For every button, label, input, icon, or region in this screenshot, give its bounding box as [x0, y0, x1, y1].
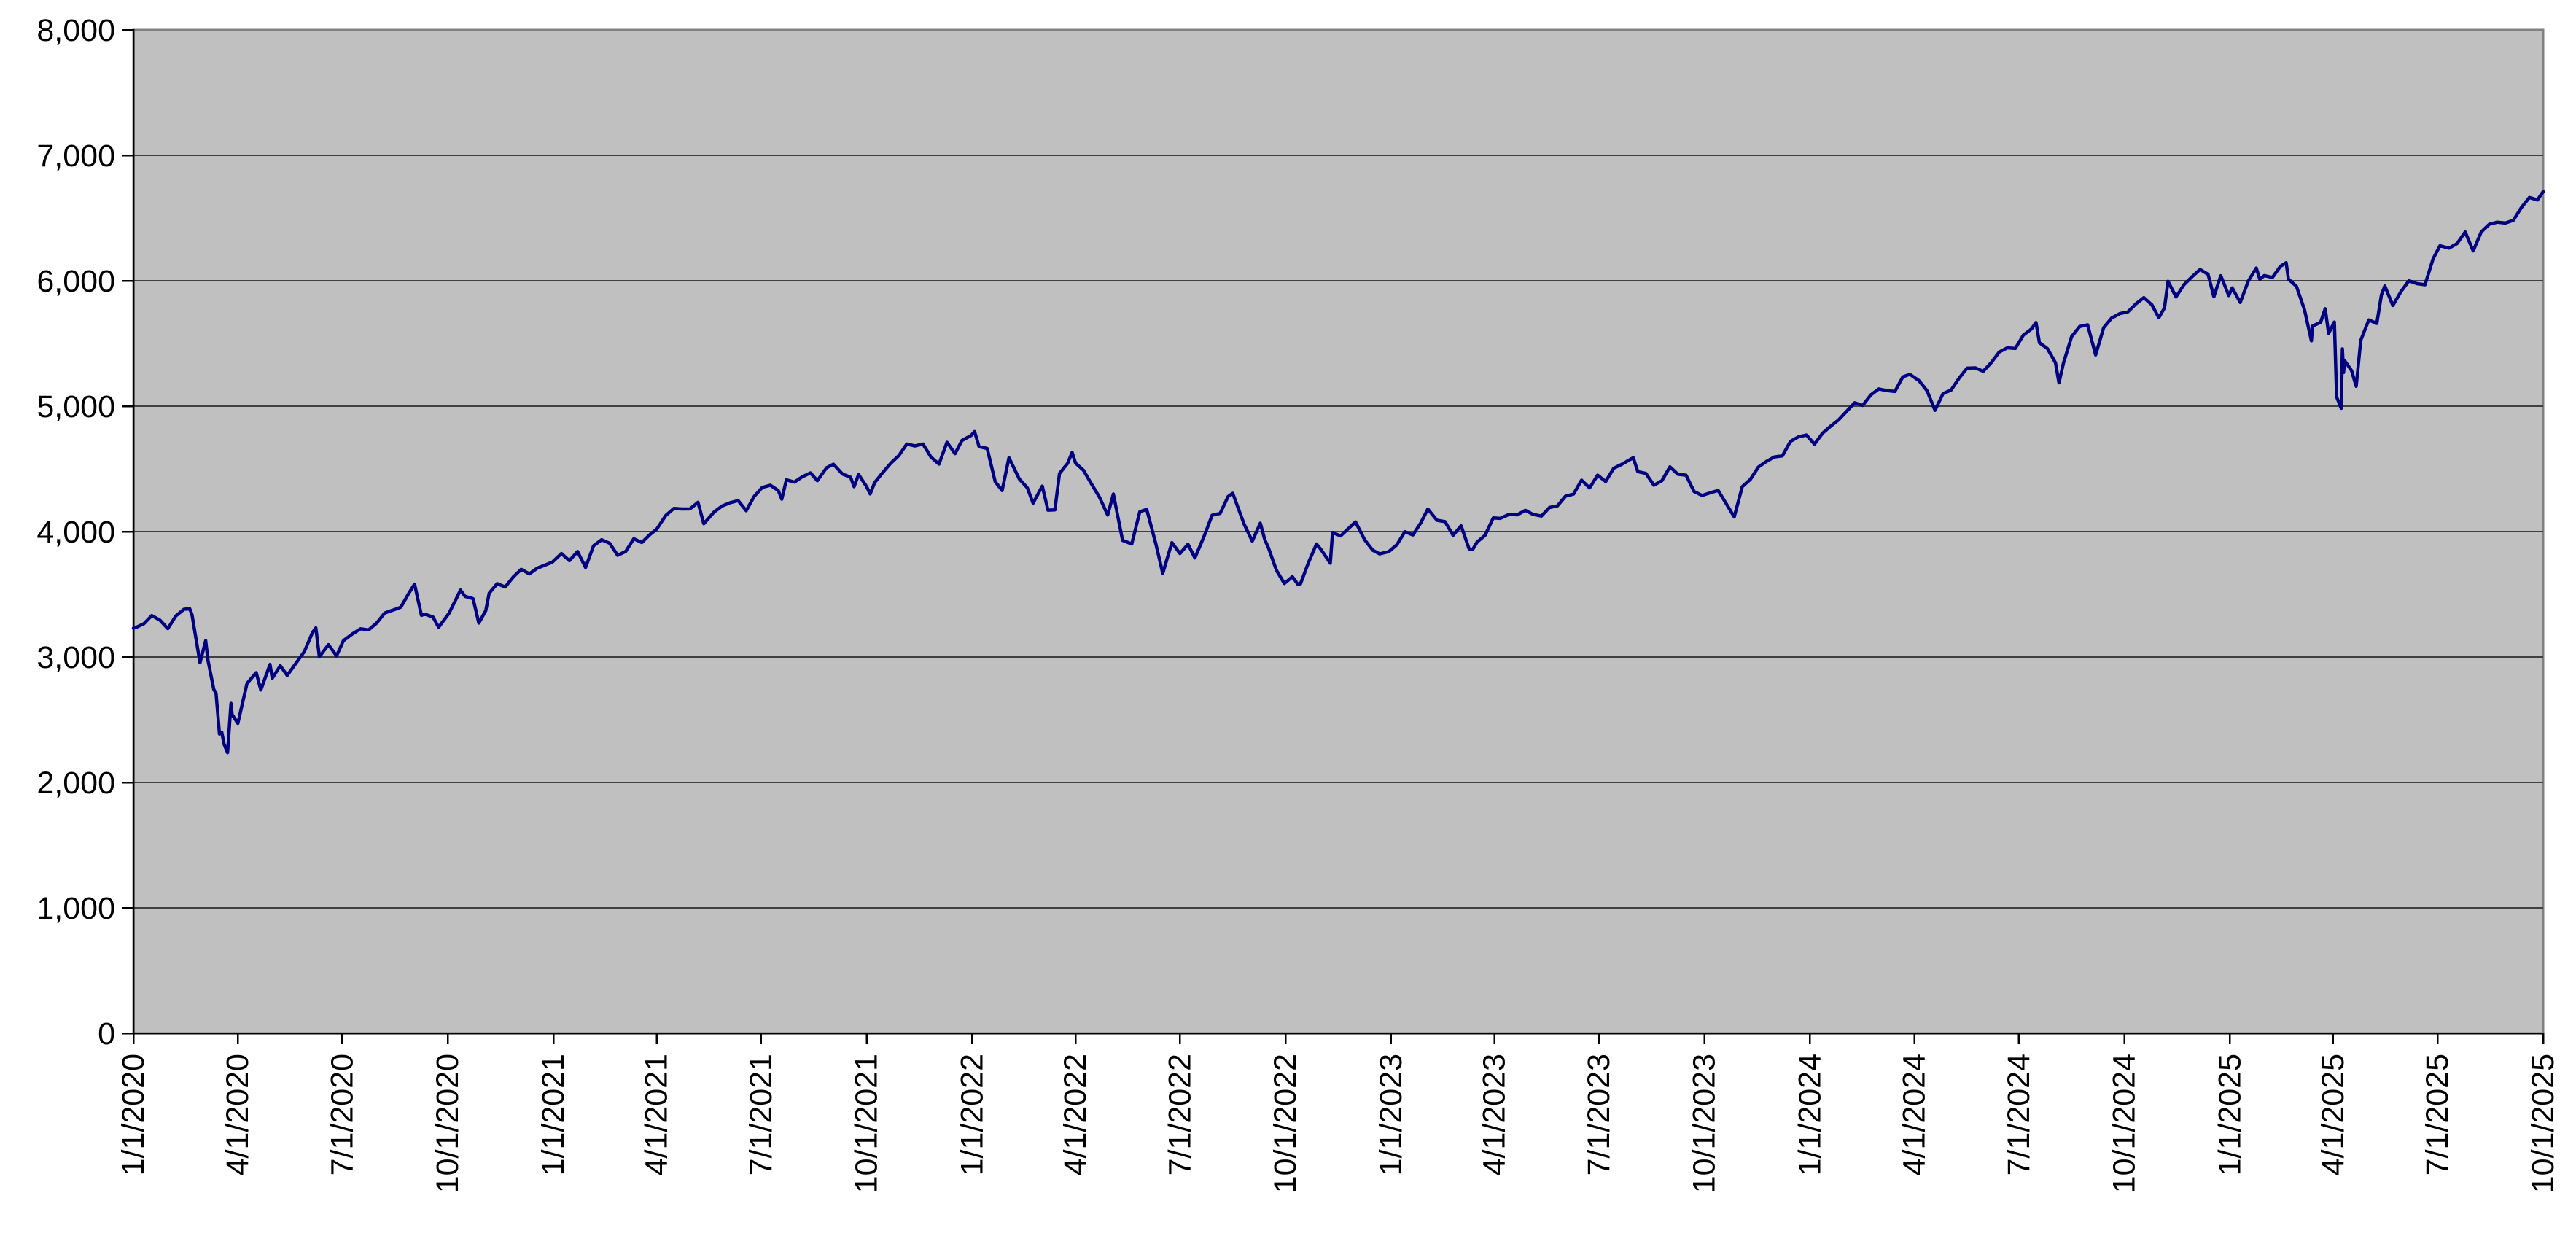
x-tick-label: 10/1/2022 — [1268, 1054, 1303, 1193]
x-tick-label: 1/1/2020 — [116, 1054, 151, 1175]
x-tick-label: 10/1/2020 — [430, 1054, 465, 1193]
x-tick-label: 10/1/2024 — [2107, 1054, 2142, 1193]
x-tick-label: 10/1/2025 — [2526, 1054, 2561, 1193]
data-line — [131, 190, 2545, 755]
x-tick-label: 7/1/2021 — [744, 1054, 779, 1175]
y-tick-label: 8,000 — [36, 13, 115, 48]
x-tick-label: 7/1/2022 — [1162, 1054, 1197, 1175]
x-tick-label: 1/1/2023 — [1374, 1054, 1409, 1175]
x-tick-label: 4/1/2022 — [1058, 1054, 1093, 1175]
x-tick-label: 4/1/2025 — [2316, 1054, 2351, 1175]
x-tick-label: 4/1/2024 — [1897, 1054, 1932, 1175]
y-tick-label: 5,000 — [36, 389, 115, 424]
x-tick-label: 10/1/2021 — [849, 1054, 884, 1193]
y-tick-label: 2,000 — [36, 766, 115, 801]
y-tick-label: 0 — [98, 1016, 115, 1051]
x-tick-label: 7/1/2020 — [324, 1054, 359, 1175]
x-tick-label: 4/1/2020 — [220, 1054, 255, 1175]
y-tick-label: 1,000 — [36, 891, 115, 926]
y-tick-label: 7,000 — [36, 139, 115, 174]
x-tick-label: 1/1/2022 — [954, 1054, 989, 1175]
x-tick-label: 4/1/2023 — [1477, 1054, 1512, 1175]
x-tick-label: 1/1/2025 — [2212, 1054, 2247, 1175]
x-tick-label: 1/1/2024 — [1792, 1054, 1827, 1175]
y-tick-label: 4,000 — [36, 515, 115, 550]
x-tick-label: 7/1/2025 — [2420, 1054, 2455, 1175]
y-tick-label: 3,000 — [36, 640, 115, 675]
x-tick-label: 7/1/2024 — [2001, 1054, 2036, 1175]
x-tick-label: 1/1/2021 — [536, 1054, 571, 1175]
x-tick-label: 7/1/2023 — [1581, 1054, 1616, 1175]
x-tick-label: 4/1/2021 — [639, 1054, 674, 1175]
y-tick-label: 6,000 — [36, 264, 115, 299]
x-tick-label: 10/1/2023 — [1687, 1054, 1722, 1193]
